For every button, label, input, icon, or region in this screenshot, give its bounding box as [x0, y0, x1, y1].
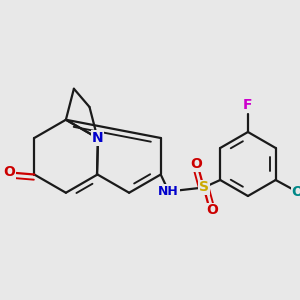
Text: O: O	[3, 166, 15, 179]
Text: O: O	[292, 185, 300, 199]
Text: NH: NH	[158, 185, 179, 198]
Text: N: N	[92, 131, 103, 145]
Text: O: O	[206, 203, 218, 218]
Text: S: S	[199, 181, 209, 194]
Text: F: F	[243, 98, 253, 112]
Text: O: O	[190, 158, 202, 172]
